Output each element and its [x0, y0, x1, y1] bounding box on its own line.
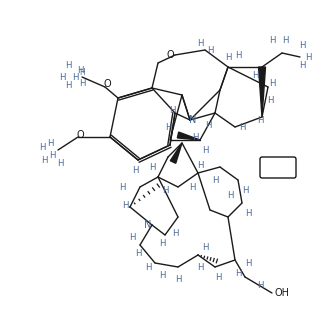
- Text: H: H: [189, 183, 195, 192]
- Text: H: H: [175, 275, 181, 284]
- Text: H: H: [227, 191, 233, 200]
- Text: H: H: [207, 46, 213, 55]
- Text: OH: OH: [275, 288, 290, 298]
- Text: H: H: [212, 176, 218, 185]
- Text: H: H: [269, 36, 275, 45]
- Text: H: H: [215, 272, 221, 281]
- Text: H: H: [235, 51, 241, 60]
- Polygon shape: [170, 143, 182, 163]
- Text: H: H: [192, 133, 198, 141]
- Text: H: H: [257, 280, 263, 289]
- Polygon shape: [177, 132, 200, 140]
- Text: H: H: [149, 162, 155, 172]
- Text: H: H: [202, 145, 208, 154]
- Text: H: H: [135, 249, 141, 258]
- Polygon shape: [259, 67, 266, 117]
- Text: H: H: [59, 72, 65, 81]
- Text: H: H: [72, 72, 78, 81]
- Text: H: H: [245, 259, 251, 268]
- Text: N: N: [144, 220, 152, 230]
- Text: H: H: [197, 263, 203, 271]
- Text: N: N: [189, 115, 197, 125]
- Text: H: H: [129, 232, 135, 242]
- Text: H: H: [225, 53, 231, 62]
- Text: H: H: [49, 150, 55, 159]
- Text: H: H: [39, 142, 45, 151]
- Text: H: H: [202, 243, 208, 252]
- Text: H: H: [41, 155, 47, 164]
- Text: H: H: [47, 138, 53, 147]
- Text: H: H: [239, 123, 245, 132]
- Text: H: H: [65, 80, 71, 89]
- Text: H: H: [269, 78, 275, 87]
- Text: H: H: [299, 61, 305, 69]
- Text: H: H: [57, 158, 63, 168]
- Text: H: H: [205, 121, 211, 130]
- Text: H: H: [252, 70, 258, 79]
- Text: H: H: [65, 61, 71, 69]
- Text: H: H: [145, 263, 151, 271]
- Text: H: H: [197, 160, 203, 170]
- Text: H: H: [305, 53, 311, 62]
- Text: O: O: [166, 50, 174, 60]
- Text: H: H: [119, 183, 125, 192]
- FancyBboxPatch shape: [260, 157, 296, 178]
- Text: Abs: Abs: [270, 162, 286, 172]
- Text: O: O: [76, 130, 84, 140]
- Text: H: H: [282, 36, 288, 45]
- Text: H: H: [79, 67, 85, 76]
- Text: H: H: [77, 66, 83, 74]
- Text: H: H: [299, 41, 305, 50]
- Text: H: H: [159, 270, 165, 279]
- Text: H: H: [197, 39, 203, 48]
- Text: H: H: [165, 123, 171, 132]
- Text: O: O: [103, 79, 111, 89]
- Text: H: H: [79, 78, 85, 87]
- Text: H: H: [169, 106, 175, 115]
- Text: H: H: [159, 239, 165, 248]
- Text: H: H: [172, 228, 178, 238]
- Text: H: H: [132, 165, 138, 175]
- Text: H: H: [245, 208, 251, 217]
- Text: H: H: [235, 268, 241, 277]
- Text: H: H: [257, 116, 263, 125]
- Text: H: H: [267, 95, 273, 105]
- Text: H: H: [122, 201, 128, 209]
- Text: H: H: [162, 186, 168, 195]
- Text: H: H: [242, 186, 248, 195]
